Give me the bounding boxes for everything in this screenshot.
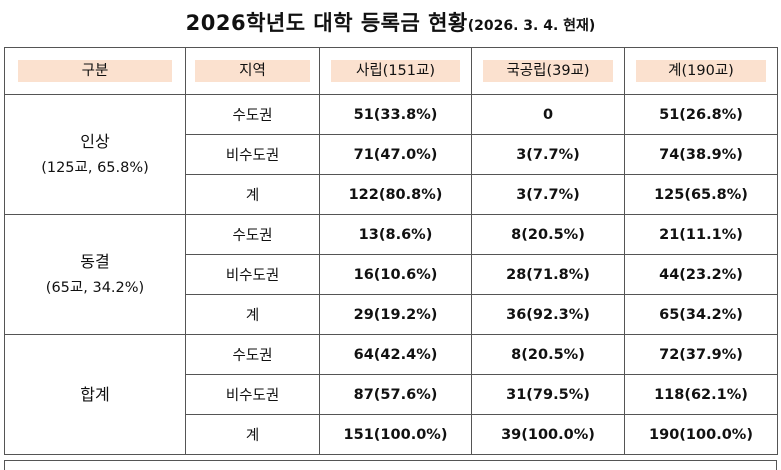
group-cell-increase: 인상 (125교, 65.8%): [4, 94, 186, 215]
table-row: 합계 수도권 64(42.4%) 8(20.5%) 72(37.9%): [4, 334, 778, 455]
table-row: 동결 (65교, 34.2%) 수도권 13(8.6%) 8(20.5%) 21…: [4, 214, 778, 335]
region-cell: 계: [185, 174, 320, 215]
table-row: 비수도권 16(10.6%) 28(71.8%) 44(23.2%): [5, 254, 778, 295]
private-cell: 151(100.0%): [319, 414, 472, 455]
private-cell: 29(19.2%): [319, 294, 472, 335]
group-name: 인상: [80, 131, 110, 151]
region-cell: 수도권: [185, 94, 320, 135]
public-cell: 28(71.8%): [471, 254, 625, 295]
public-cell: 31(79.5%): [471, 374, 625, 415]
total-cell: 118(62.1%): [624, 374, 778, 415]
header-category: 구분: [4, 47, 186, 95]
footnote-box: [4, 460, 777, 470]
total-cell: 44(23.2%): [624, 254, 778, 295]
header-public: 국공립(39교): [471, 47, 625, 95]
group-cell-frozen: 동결 (65교, 34.2%): [4, 214, 186, 335]
region-cell: 수도권: [185, 214, 320, 255]
private-cell: 71(47.0%): [319, 134, 472, 175]
public-cell: 8(20.5%): [471, 334, 625, 375]
total-cell: 65(34.2%): [624, 294, 778, 335]
region-cell: 계: [185, 294, 320, 335]
private-cell: 16(10.6%): [319, 254, 472, 295]
header-label: 국공립(39교): [482, 60, 614, 82]
title-main: 2026학년도 대학 등록금 현황: [185, 11, 468, 35]
header-label: 구분: [17, 60, 173, 82]
total-cell: 190(100.0%): [624, 414, 778, 455]
table-row: 비수도권 71(47.0%) 3(7.7%) 74(38.9%): [5, 134, 778, 175]
total-cell: 21(11.1%): [624, 214, 778, 255]
total-cell: 125(65.8%): [624, 174, 778, 215]
table-header-row: 구분 지역 사립(151교) 국공립(39교) 계(190교): [4, 47, 778, 95]
public-cell: 0: [471, 94, 625, 135]
private-cell: 64(42.4%): [319, 334, 472, 375]
region-cell: 수도권: [185, 334, 320, 375]
private-cell: 13(8.6%): [319, 214, 472, 255]
public-cell: 39(100.0%): [471, 414, 625, 455]
total-cell: 51(26.8%): [624, 94, 778, 135]
group-name: 동결: [80, 251, 110, 271]
private-cell: 87(57.6%): [319, 374, 472, 415]
header-total: 계(190교): [624, 47, 778, 95]
public-cell: 3(7.7%): [471, 134, 625, 175]
region-cell: 비수도권: [185, 134, 320, 175]
header-label: 계(190교): [635, 60, 767, 82]
title-date: (2026. 3. 4. 현재): [467, 18, 596, 34]
header-label: 지역: [195, 60, 310, 82]
group-summary: (65교, 34.2%): [45, 279, 145, 296]
header-label: 사립(151교): [330, 60, 461, 82]
header-private: 사립(151교): [319, 47, 472, 95]
table-row: 비수도권 87(57.6%) 31(79.5%) 118(62.1%): [5, 374, 778, 415]
private-cell: 51(33.8%): [319, 94, 472, 135]
public-cell: 3(7.7%): [471, 174, 625, 215]
document-title: 2026학년도 대학 등록금 현황(2026. 3. 4. 현재): [0, 8, 781, 41]
total-cell: 74(38.9%): [624, 134, 778, 175]
group-summary: (125교, 65.8%): [41, 159, 149, 176]
header-region: 지역: [185, 47, 320, 95]
table-row: 계 122(80.8%) 3(7.7%) 125(65.8%): [5, 174, 778, 215]
group-cell-sum: 합계: [4, 334, 186, 455]
region-cell: 비수도권: [185, 374, 320, 415]
table-row: 인상 (125교, 65.8%) 수도권 51(33.8%) 0 51(26.8…: [4, 94, 778, 215]
region-cell: 비수도권: [185, 254, 320, 295]
public-cell: 36(92.3%): [471, 294, 625, 335]
table-row: 계 29(19.2%) 36(92.3%) 65(34.2%): [5, 294, 778, 335]
group-name: 합계: [80, 384, 110, 404]
total-cell: 72(37.9%): [624, 334, 778, 375]
table-row: 계 151(100.0%) 39(100.0%) 190(100.0%): [5, 414, 778, 455]
region-cell: 계: [185, 414, 320, 455]
public-cell: 8(20.5%): [471, 214, 625, 255]
private-cell: 122(80.8%): [319, 174, 472, 215]
tuition-status-table: 구분 지역 사립(151교) 국공립(39교) 계(190교) 인상 (125교…: [4, 47, 778, 455]
